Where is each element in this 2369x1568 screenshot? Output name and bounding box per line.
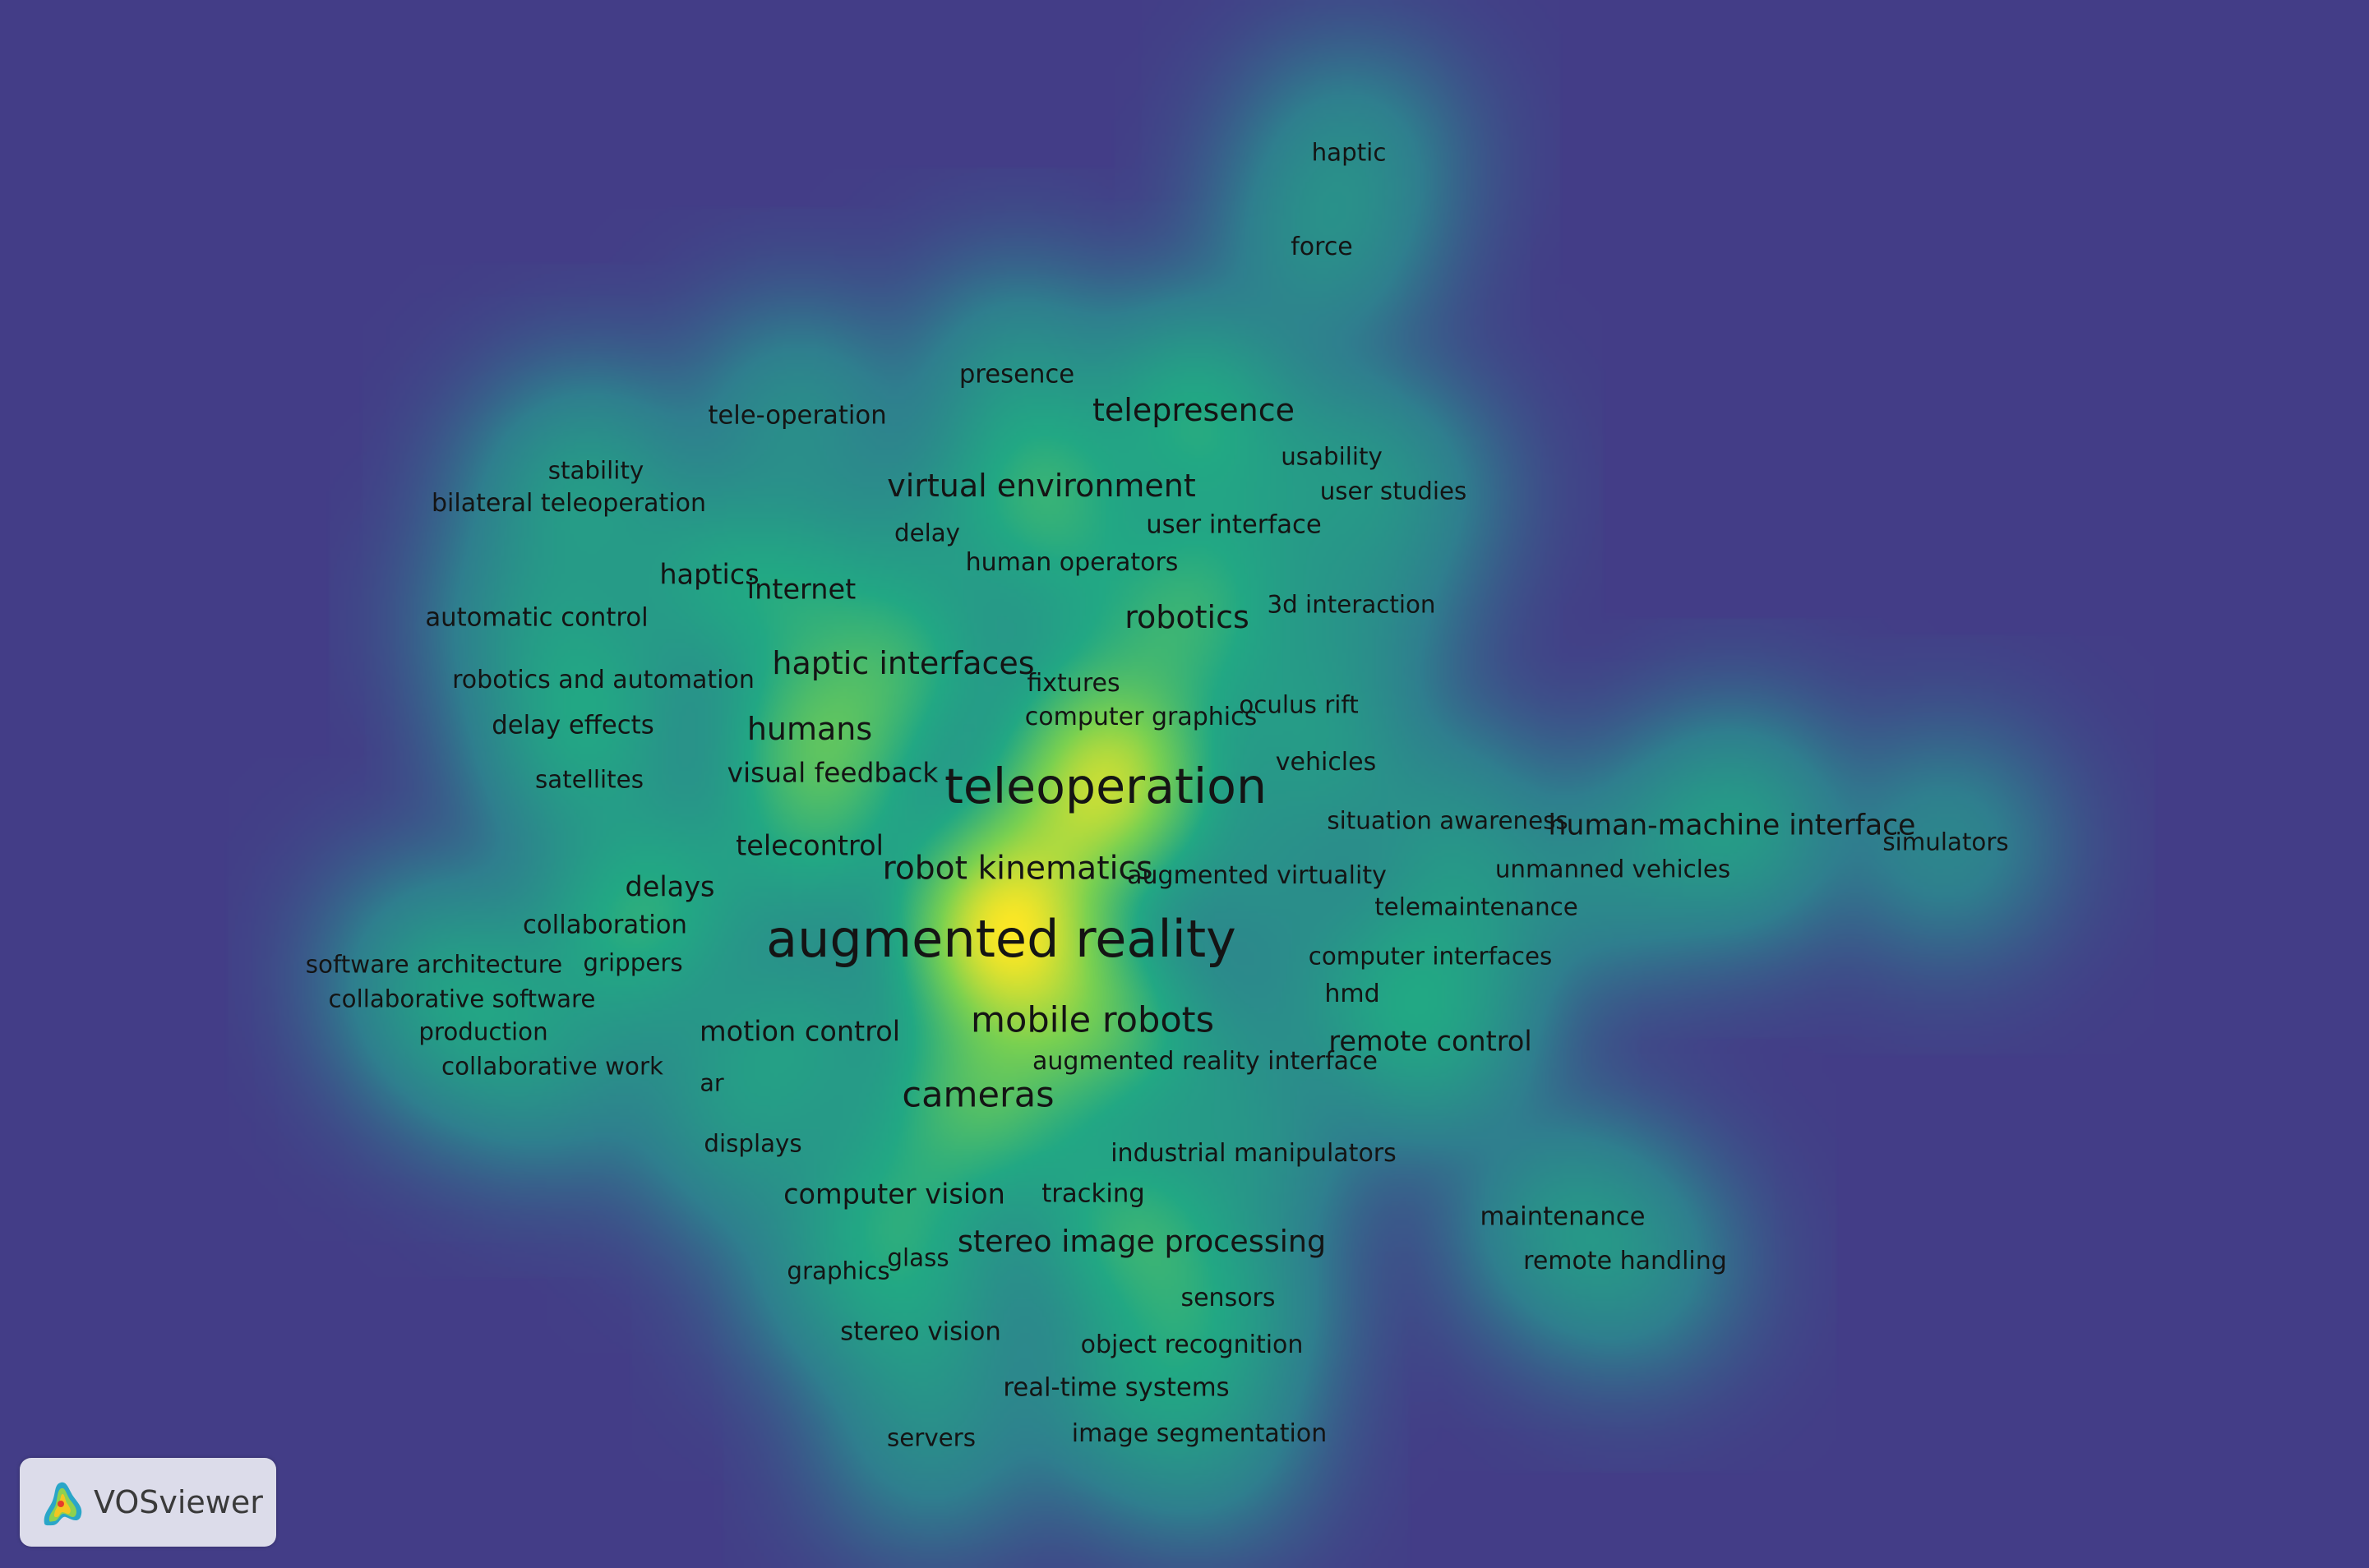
term-label[interactable]: cameras (902, 1074, 1055, 1116)
term-label[interactable]: teleoperation (944, 758, 1268, 814)
term-label[interactable]: ar (700, 1068, 724, 1097)
term-label[interactable]: usability (1281, 442, 1383, 471)
term-label[interactable]: glass (887, 1243, 949, 1272)
term-label[interactable]: collaboration (523, 911, 687, 940)
term-label[interactable]: real-time systems (1003, 1373, 1230, 1403)
term-label[interactable]: haptics (659, 558, 760, 591)
term-label[interactable]: stereo vision (840, 1317, 1001, 1347)
term-label[interactable]: computer interfaces (1308, 942, 1553, 971)
term-label[interactable]: bilateral teleoperation (432, 489, 706, 518)
term-label[interactable]: vehicles (1275, 748, 1377, 777)
term-label[interactable]: user studies (1319, 477, 1467, 505)
term-label[interactable]: human operators (965, 548, 1179, 577)
term-label[interactable]: visual feedback (727, 757, 939, 789)
term-label[interactable]: object recognition (1080, 1330, 1304, 1359)
term-label[interactable]: automatic control (425, 603, 649, 633)
term-label[interactable]: graphics (787, 1257, 890, 1285)
term-label[interactable]: mobile robots (970, 999, 1215, 1041)
term-label[interactable]: grippers (583, 948, 683, 977)
term-label[interactable]: situation awareness (1327, 806, 1568, 835)
term-label[interactable]: robot kinematics (882, 850, 1153, 888)
term-label[interactable]: user interface (1146, 510, 1322, 540)
term-label[interactable]: tracking (1041, 1179, 1145, 1209)
term-label[interactable]: delay effects (492, 711, 654, 740)
term-label[interactable]: telemaintenance (1374, 892, 1578, 921)
vosviewer-logo-icon (44, 1482, 82, 1526)
term-label[interactable]: production (418, 1017, 548, 1046)
term-label[interactable]: industrial manipulators (1111, 1139, 1397, 1168)
term-label[interactable]: displays (704, 1129, 802, 1158)
term-label[interactable]: collaborative software (328, 985, 596, 1013)
term-label[interactable]: maintenance (1480, 1202, 1646, 1232)
term-label[interactable]: robotics (1124, 599, 1249, 635)
term-label[interactable]: augmented reality (766, 909, 1236, 969)
term-label[interactable]: motion control (699, 1015, 901, 1048)
term-label[interactable]: satellites (535, 765, 644, 794)
vosviewer-logo[interactable]: VOSviewer (20, 1458, 276, 1547)
term-label[interactable]: internet (746, 573, 857, 606)
term-label[interactable]: unmanned vehicles (1494, 855, 1731, 883)
term-label[interactable]: sensors (1180, 1284, 1276, 1312)
term-label[interactable]: remote control (1328, 1025, 1532, 1058)
term-label[interactable]: hmd (1324, 980, 1380, 1008)
term-label[interactable]: force (1291, 233, 1353, 261)
term-label[interactable]: image segmentation (1071, 1419, 1328, 1448)
term-label[interactable]: augmented reality interface (1032, 1047, 1378, 1076)
term-label[interactable]: presence (958, 360, 1075, 390)
term-label[interactable]: augmented virtuality (1127, 861, 1387, 890)
term-label[interactable]: oculus rift (1239, 690, 1359, 719)
term-label[interactable]: collaborative work (441, 1052, 663, 1081)
app-name: VOSviewer (94, 1484, 263, 1520)
term-label[interactable]: 3d interaction (1267, 590, 1436, 619)
term-label[interactable]: telepresence (1092, 392, 1295, 428)
term-label[interactable]: delays (625, 870, 715, 903)
term-label[interactable]: tele-operation (708, 401, 887, 431)
term-label[interactable]: delay (894, 519, 961, 547)
term-label[interactable]: telecontrol (736, 829, 884, 862)
term-label[interactable]: virtual environment (887, 468, 1196, 504)
term-label[interactable]: simulators (1882, 828, 2009, 856)
term-label[interactable]: haptic interfaces (772, 645, 1035, 681)
term-label[interactable]: computer vision (783, 1178, 1005, 1211)
term-label[interactable]: fixtures (1027, 669, 1120, 698)
term-label[interactable]: servers (886, 1423, 977, 1452)
term-label[interactable]: stereo image processing (957, 1223, 1327, 1259)
term-label[interactable]: stability (547, 456, 644, 485)
term-label[interactable]: haptic (1311, 138, 1387, 167)
term-label[interactable]: robotics and automation (452, 666, 755, 694)
term-label[interactable]: humans (746, 711, 873, 747)
term-label[interactable]: software architecture (305, 950, 563, 979)
term-label[interactable]: remote handling (1523, 1247, 1727, 1275)
term-label[interactable]: human-machine interface (1548, 809, 1916, 842)
term-label[interactable]: computer graphics (1024, 703, 1258, 731)
